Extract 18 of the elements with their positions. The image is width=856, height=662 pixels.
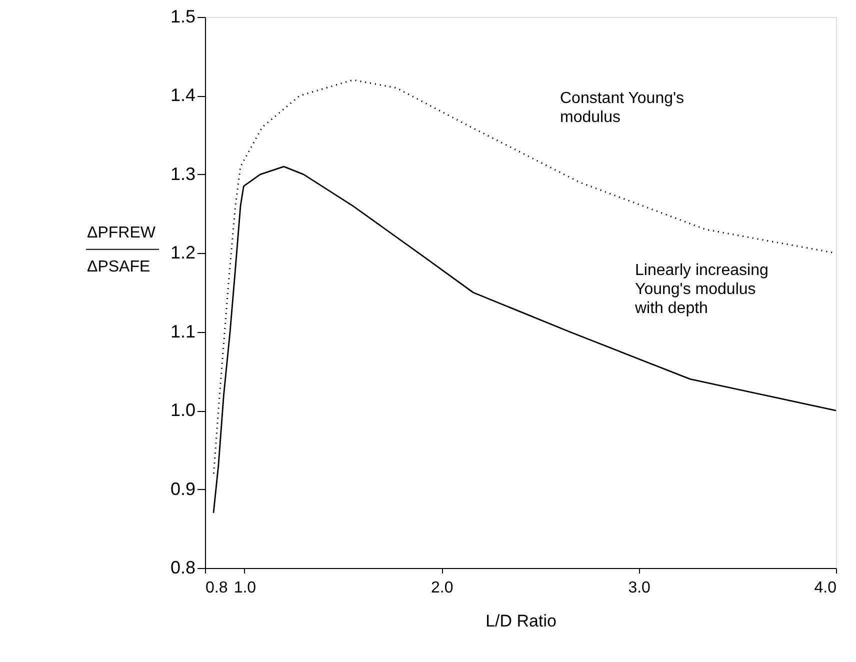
y-tick-label: 1.3 xyxy=(170,164,196,184)
x-tick-label: 2.0 xyxy=(431,580,454,596)
x-axis-title: L/D Ratio xyxy=(486,612,556,630)
y-tick-label: 1.1 xyxy=(170,321,196,342)
line-series xyxy=(212,166,837,514)
y-tick-label: 1.5 xyxy=(170,6,196,26)
x-tick-label: 3.0 xyxy=(628,580,651,596)
annotation: Linearly increasing Young's modulus with depth xyxy=(634,262,768,317)
y-tick-label: 1.4 xyxy=(170,85,196,106)
y-axis-title: ΔPFREW ΔPSAFE xyxy=(87,224,156,276)
y-tick-label: 0.8 xyxy=(170,558,196,578)
x-tick-label: 0.8 xyxy=(206,580,228,596)
y-tick-label: 1.2 xyxy=(170,242,196,263)
x-tick-label: 4.0 xyxy=(814,580,837,596)
y-tick-label: 0.9 xyxy=(170,478,196,499)
x-tick-label: 1.0 xyxy=(234,580,256,596)
y-tick-label: 1.0 xyxy=(170,400,196,420)
annotation: Constant Young's modulus xyxy=(560,90,684,126)
